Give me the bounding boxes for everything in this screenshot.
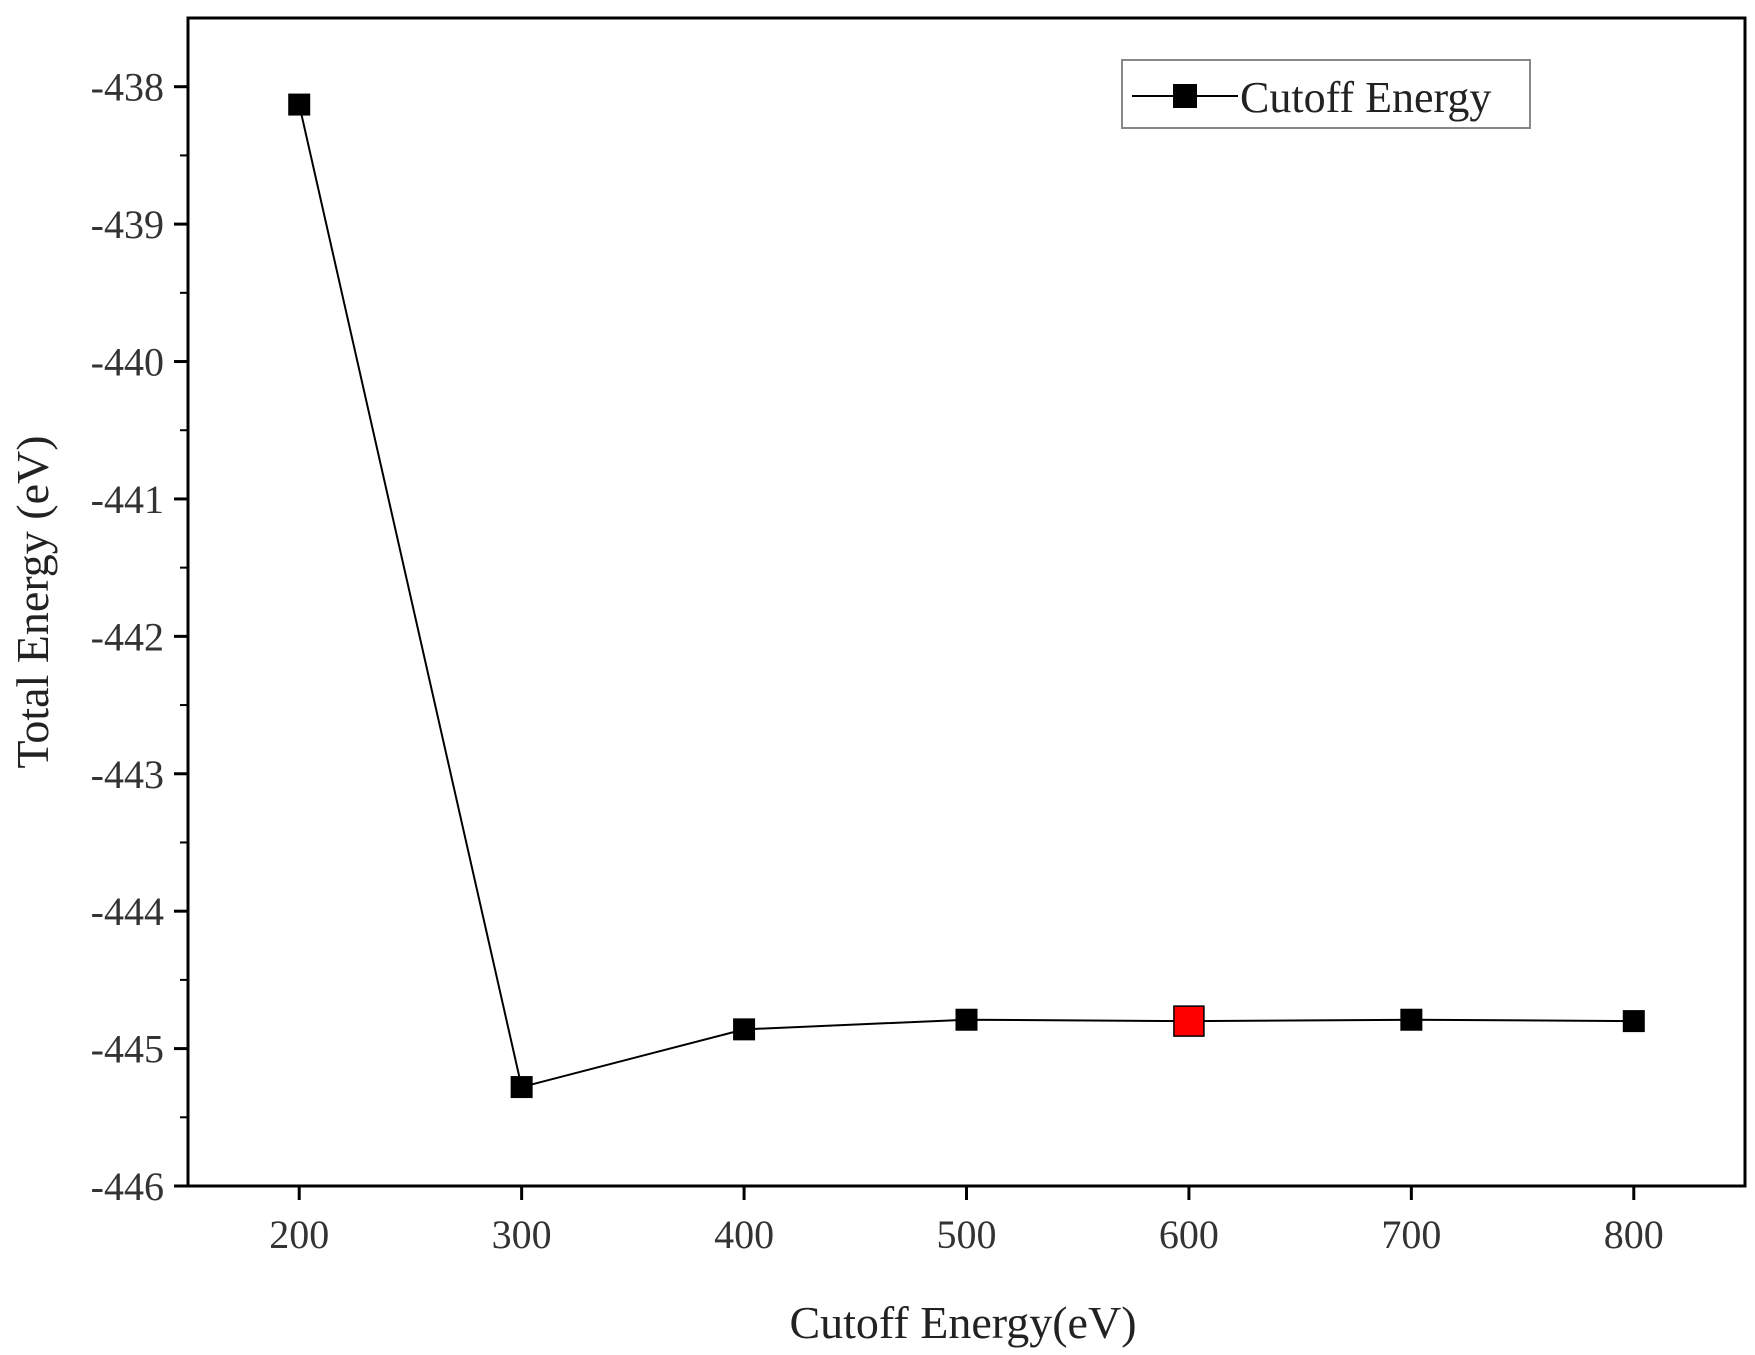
x-tick-label: 800 (1604, 1212, 1664, 1257)
data-point-highlighted (1173, 1005, 1205, 1037)
x-tick-label: 500 (937, 1212, 997, 1257)
series-line (298, 104, 1634, 1089)
y-tick-label: -445 (91, 1027, 164, 1072)
y-axis-ticks: -446 -445 -444 -443 -442 -441 -440 -439 -438 (91, 65, 188, 1209)
x-tick-label: 600 (1159, 1212, 1219, 1257)
legend: Cutoff Energy (1121, 59, 1531, 129)
y-axis-title: Total Energy (eV) (7, 435, 58, 768)
series-points (288, 93, 1645, 1099)
y-tick-label: -444 (91, 889, 164, 934)
data-point (1400, 1008, 1423, 1031)
x-tick-label: 200 (269, 1212, 329, 1257)
x-tick-label: 400 (714, 1212, 774, 1257)
data-point (733, 1018, 756, 1041)
x-axis-title: Cutoff Energy(eV) (789, 1297, 1136, 1348)
x-tick-label: 300 (492, 1212, 552, 1257)
series-polyline (298, 104, 1634, 1089)
y-tick-label: -442 (91, 614, 164, 659)
legend-label: Cutoff Energy (1240, 73, 1491, 122)
data-point (288, 93, 311, 116)
data-point (1622, 1010, 1645, 1033)
y-tick-label: -438 (91, 65, 164, 110)
legend-marker (1173, 84, 1197, 108)
y-tick-label: -446 (91, 1164, 164, 1209)
y-tick-label: -439 (91, 202, 164, 247)
y-tick-label: -443 (91, 752, 164, 797)
x-axis-ticks: 200 300 400 500 600 700 800 (269, 1186, 1664, 1257)
y-tick-label: -441 (91, 477, 164, 522)
y-tick-label: -440 (91, 340, 164, 385)
data-point (955, 1008, 978, 1031)
x-tick-label: 700 (1381, 1212, 1441, 1257)
data-point (510, 1076, 533, 1099)
